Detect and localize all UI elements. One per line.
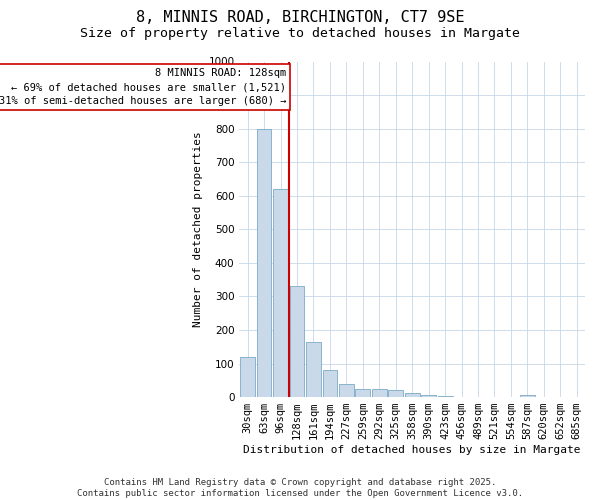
Bar <box>520 396 535 397</box>
Bar <box>323 370 337 397</box>
Bar <box>257 128 271 397</box>
Bar <box>405 393 419 397</box>
Bar <box>339 384 354 397</box>
Bar <box>273 189 288 397</box>
Bar <box>388 390 403 397</box>
Text: Size of property relative to detached houses in Margate: Size of property relative to detached ho… <box>80 28 520 40</box>
Bar <box>372 390 386 397</box>
Text: 8 MINNIS ROAD: 128sqm
← 69% of detached houses are smaller (1,521)
31% of semi-d: 8 MINNIS ROAD: 128sqm ← 69% of detached … <box>0 68 286 106</box>
X-axis label: Distribution of detached houses by size in Margate: Distribution of detached houses by size … <box>244 445 581 455</box>
Bar <box>306 342 321 397</box>
Bar <box>421 396 436 397</box>
Bar <box>438 396 452 397</box>
Bar <box>240 357 255 397</box>
Bar <box>290 286 304 397</box>
Text: 8, MINNIS ROAD, BIRCHINGTON, CT7 9SE: 8, MINNIS ROAD, BIRCHINGTON, CT7 9SE <box>136 10 464 25</box>
Bar <box>355 388 370 397</box>
Y-axis label: Number of detached properties: Number of detached properties <box>193 132 203 327</box>
Text: Contains HM Land Registry data © Crown copyright and database right 2025.
Contai: Contains HM Land Registry data © Crown c… <box>77 478 523 498</box>
